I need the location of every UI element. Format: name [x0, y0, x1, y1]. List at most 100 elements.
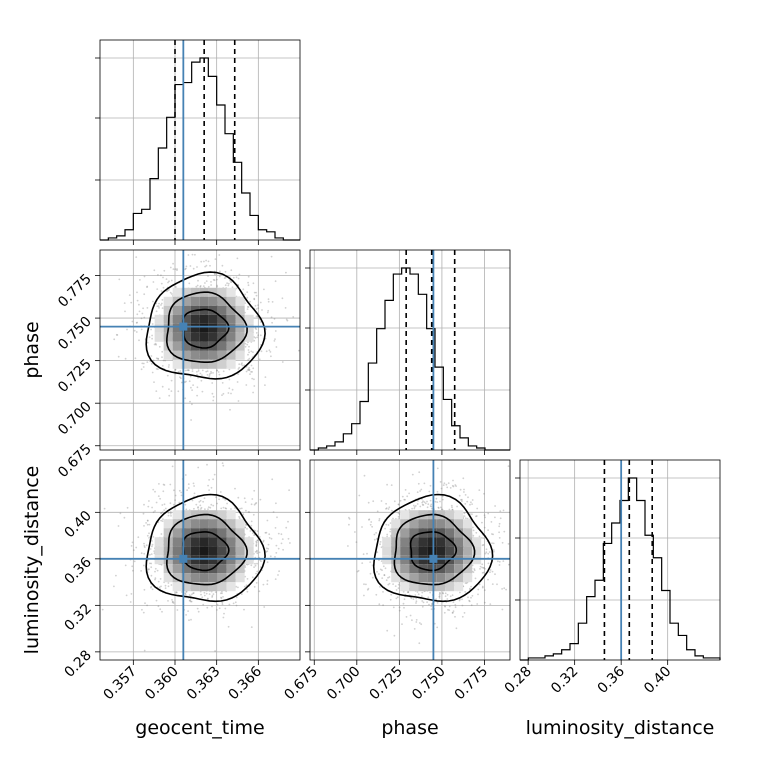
scatter-point	[141, 608, 143, 611]
scatter-point	[132, 549, 135, 552]
scatter-point	[387, 508, 390, 510]
scatter-point	[278, 570, 280, 573]
scatter-point	[142, 512, 145, 515]
scatter-point	[438, 595, 441, 598]
scatter-point	[155, 310, 158, 313]
density-cell	[382, 546, 392, 556]
scatter-point	[149, 548, 152, 550]
scatter-point	[176, 609, 179, 611]
scatter-point	[373, 538, 376, 541]
scatter-point	[238, 273, 241, 276]
scatter-point	[219, 592, 222, 595]
scatter-point	[192, 482, 195, 485]
scatter-point	[204, 508, 206, 510]
scatter-point	[255, 308, 258, 310]
scatter-point	[275, 552, 278, 554]
y-tick-label: 0.750	[55, 314, 95, 354]
scatter-point	[157, 368, 159, 371]
scatter-point	[481, 521, 483, 524]
scatter-point	[184, 268, 187, 271]
scatter-point	[247, 341, 249, 344]
density-cell	[454, 537, 464, 547]
scatter-point	[389, 530, 392, 533]
scatter-point	[140, 317, 143, 320]
density-cell	[217, 287, 227, 297]
density-cell	[226, 305, 236, 315]
scatter-point	[216, 609, 218, 611]
scatter-point	[355, 541, 358, 543]
scatter-point	[255, 328, 258, 330]
scatter-point	[151, 543, 154, 546]
scatter-point	[261, 309, 263, 311]
scatter-point	[393, 634, 396, 637]
scatter-point	[169, 512, 172, 515]
scatter-point	[412, 504, 415, 507]
scatter-point	[186, 489, 189, 491]
scatter-point	[483, 514, 486, 517]
scatter-point	[255, 543, 258, 546]
scatter-point	[287, 537, 290, 540]
scatter-point	[498, 537, 501, 539]
density-cell	[226, 537, 236, 547]
scatter-point	[393, 500, 396, 503]
density-cell	[190, 573, 200, 583]
scatter-point	[184, 592, 187, 595]
scatter-point	[249, 530, 252, 532]
scatter-point	[259, 321, 262, 323]
scatter-point	[241, 362, 243, 364]
scatter-point	[237, 586, 239, 589]
scatter-point	[138, 303, 140, 306]
scatter-point	[417, 482, 420, 485]
scatter-point	[451, 484, 454, 487]
scatter-point	[150, 355, 153, 357]
scatter-point	[468, 600, 471, 603]
scatter-point	[101, 608, 104, 611]
scatter-point	[140, 368, 143, 371]
scatter-point	[254, 327, 257, 330]
y-tick-label: 0.40	[61, 508, 94, 541]
scatter-point	[196, 266, 198, 268]
panel-border	[99, 249, 301, 451]
scatter-point	[385, 508, 387, 510]
scatter-point	[361, 526, 363, 528]
scatter-point	[151, 334, 154, 337]
scatter-point	[210, 486, 213, 489]
scatter-point	[235, 604, 238, 607]
scatter-point	[227, 625, 230, 628]
density-cell	[163, 350, 173, 360]
scatter-point	[218, 498, 221, 501]
scatter-point	[256, 539, 259, 542]
scatter-point	[415, 621, 418, 623]
scatter-point	[258, 536, 261, 538]
scatter-point	[210, 284, 213, 286]
density-cell	[436, 573, 446, 583]
scatter-point	[455, 627, 458, 630]
scatter-point	[478, 489, 481, 491]
scatter-point	[141, 312, 144, 315]
scatter-point	[189, 600, 192, 603]
scatter-point	[169, 483, 172, 486]
scatter-point	[464, 494, 467, 496]
scatter-point	[162, 483, 165, 486]
scatter-point	[159, 497, 162, 500]
scatter-point	[371, 576, 374, 579]
scatter-point	[429, 484, 432, 487]
scatter-point	[207, 275, 209, 277]
scatter-point	[167, 582, 170, 584]
density-cell	[445, 564, 455, 574]
scatter-point	[185, 265, 188, 268]
scatter-point	[146, 341, 149, 344]
density-cell	[208, 296, 218, 306]
scatter-point	[146, 604, 149, 607]
scatter-point	[246, 528, 248, 530]
density-cell	[454, 510, 464, 520]
scatter-point	[216, 278, 218, 281]
scatter-point	[253, 503, 256, 506]
scatter-point	[483, 589, 486, 592]
density-cell	[181, 287, 191, 297]
scatter-point	[164, 584, 167, 587]
scatter-point	[215, 496, 217, 499]
scatter-point	[150, 328, 153, 331]
scatter-point	[113, 585, 115, 588]
density-cell	[217, 564, 227, 574]
